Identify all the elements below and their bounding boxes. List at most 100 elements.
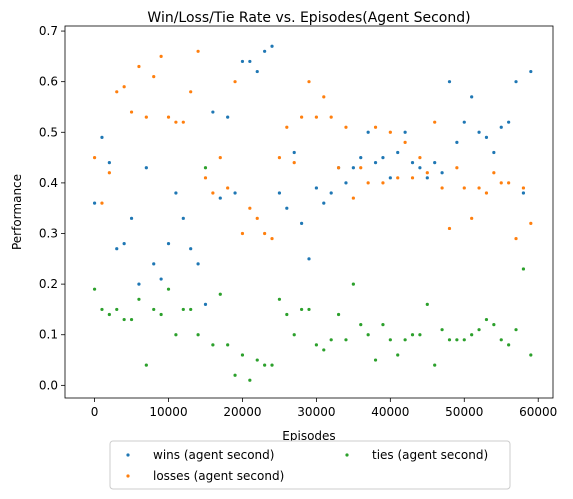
point-series-2-29 — [307, 307, 311, 312]
point-series-2-3 — [115, 307, 119, 312]
point-series-0-25 — [277, 191, 282, 195]
point-series-2-45 — [425, 302, 429, 306]
point-series-1-21 — [248, 206, 252, 210]
point-series-0-30 — [314, 186, 318, 190]
legend-marker-1 — [126, 474, 130, 478]
point-series-0-15 — [203, 302, 208, 306]
point-series-0-9 — [159, 277, 163, 281]
point-series-1-39 — [381, 181, 385, 185]
point-series-1-7 — [144, 115, 148, 119]
point-series-0-42 — [403, 130, 407, 134]
point-series-1-29 — [307, 80, 311, 84]
point-series-1-11 — [174, 120, 178, 124]
point-series-2-54 — [492, 323, 496, 327]
point-series-0-24 — [270, 44, 274, 48]
point-series-2-6 — [137, 297, 141, 301]
point-series-0-31 — [322, 201, 326, 205]
point-series-1-57 — [514, 236, 518, 241]
point-series-2-51 — [470, 333, 474, 337]
point-series-2-47 — [440, 328, 444, 332]
y-tick-label: 0.5 — [39, 125, 58, 139]
point-series-2-55 — [499, 338, 503, 342]
point-series-0-59 — [529, 69, 533, 74]
point-series-1-38 — [373, 125, 378, 129]
point-series-0-6 — [137, 282, 141, 286]
point-series-2-1 — [100, 307, 104, 312]
point-series-2-34 — [344, 338, 348, 342]
point-series-1-5 — [129, 110, 134, 114]
x-tick-label: 40000 — [371, 405, 409, 419]
point-series-0-44 — [418, 166, 422, 170]
point-series-1-27 — [292, 161, 296, 165]
point-series-0-56 — [507, 120, 511, 124]
point-series-1-50 — [462, 186, 466, 190]
point-series-0-39 — [381, 155, 385, 160]
point-series-1-43 — [410, 176, 415, 180]
point-series-0-57 — [514, 80, 518, 84]
point-series-1-34 — [344, 125, 348, 129]
point-series-1-48 — [447, 226, 452, 231]
x-axis-label: Episodes — [282, 429, 335, 443]
point-series-0-12 — [181, 216, 185, 220]
x-tick-label: 0 — [91, 405, 99, 419]
point-series-1-18 — [226, 186, 230, 190]
point-series-0-40 — [388, 176, 392, 180]
point-series-1-56 — [507, 181, 511, 185]
point-series-2-35 — [351, 282, 355, 286]
point-series-2-12 — [181, 307, 185, 312]
legend-marker-2 — [345, 453, 349, 457]
point-series-0-22 — [255, 69, 259, 74]
point-series-2-52 — [477, 328, 481, 332]
point-series-2-49 — [455, 338, 459, 342]
legend-frame — [109, 440, 511, 490]
point-series-1-44 — [418, 155, 422, 160]
point-series-1-13 — [189, 90, 193, 94]
point-series-1-37 — [366, 181, 370, 185]
point-series-2-11 — [174, 333, 178, 337]
point-series-2-39 — [381, 323, 385, 327]
x-tick-label: 50000 — [445, 405, 483, 419]
point-series-2-27 — [292, 333, 296, 337]
chart-title: Win/Loss/Tie Rate vs. Episodes(Agent Sec… — [147, 10, 470, 26]
point-series-2-36 — [359, 323, 363, 327]
point-series-1-25 — [277, 155, 282, 160]
point-series-0-51 — [470, 95, 474, 99]
point-series-0-49 — [455, 140, 459, 145]
y-axis: 0.0 0.1 0.2 0.3 0.4 0.5 0.6 0.7 — [39, 24, 65, 392]
point-series-1-23 — [263, 231, 267, 236]
y-tick-label: 0.4 — [39, 176, 58, 190]
point-series-0-26 — [285, 206, 289, 210]
x-tick-label: 30000 — [297, 405, 335, 419]
point-series-0-7 — [144, 166, 148, 170]
point-series-2-25 — [277, 297, 282, 301]
point-series-2-15 — [203, 166, 208, 170]
point-series-1-30 — [314, 115, 318, 119]
point-series-0-28 — [300, 221, 304, 225]
point-series-0-8 — [152, 262, 156, 266]
y-tick-label: 0.6 — [39, 75, 58, 89]
point-series-0-17 — [218, 196, 222, 200]
point-series-1-22 — [255, 216, 259, 220]
point-series-2-20 — [240, 353, 245, 357]
point-series-2-4 — [122, 317, 126, 322]
point-series-1-16 — [211, 191, 215, 195]
point-series-1-12 — [181, 120, 185, 124]
point-series-0-21 — [248, 59, 252, 64]
point-series-1-20 — [240, 231, 245, 236]
point-series-2-24 — [270, 363, 274, 367]
point-series-0-54 — [492, 150, 496, 155]
point-series-0-34 — [344, 181, 348, 185]
point-series-2-42 — [403, 338, 407, 342]
x-axis: 0 10000 20000 30000 40000 50000 60000 — [91, 398, 557, 419]
y-tick-label: 0.1 — [39, 328, 58, 342]
point-series-2-37 — [366, 333, 370, 337]
point-series-0-58 — [521, 191, 526, 195]
point-series-0-20 — [240, 59, 245, 64]
point-series-0-10 — [166, 242, 171, 246]
point-series-1-4 — [122, 85, 126, 89]
point-series-2-0 — [92, 287, 97, 291]
point-series-1-52 — [477, 186, 481, 190]
legend: wins (agent second) losses (agent second)… — [109, 440, 511, 490]
point-series-0-18 — [226, 115, 230, 119]
plot-frame — [64, 25, 554, 399]
